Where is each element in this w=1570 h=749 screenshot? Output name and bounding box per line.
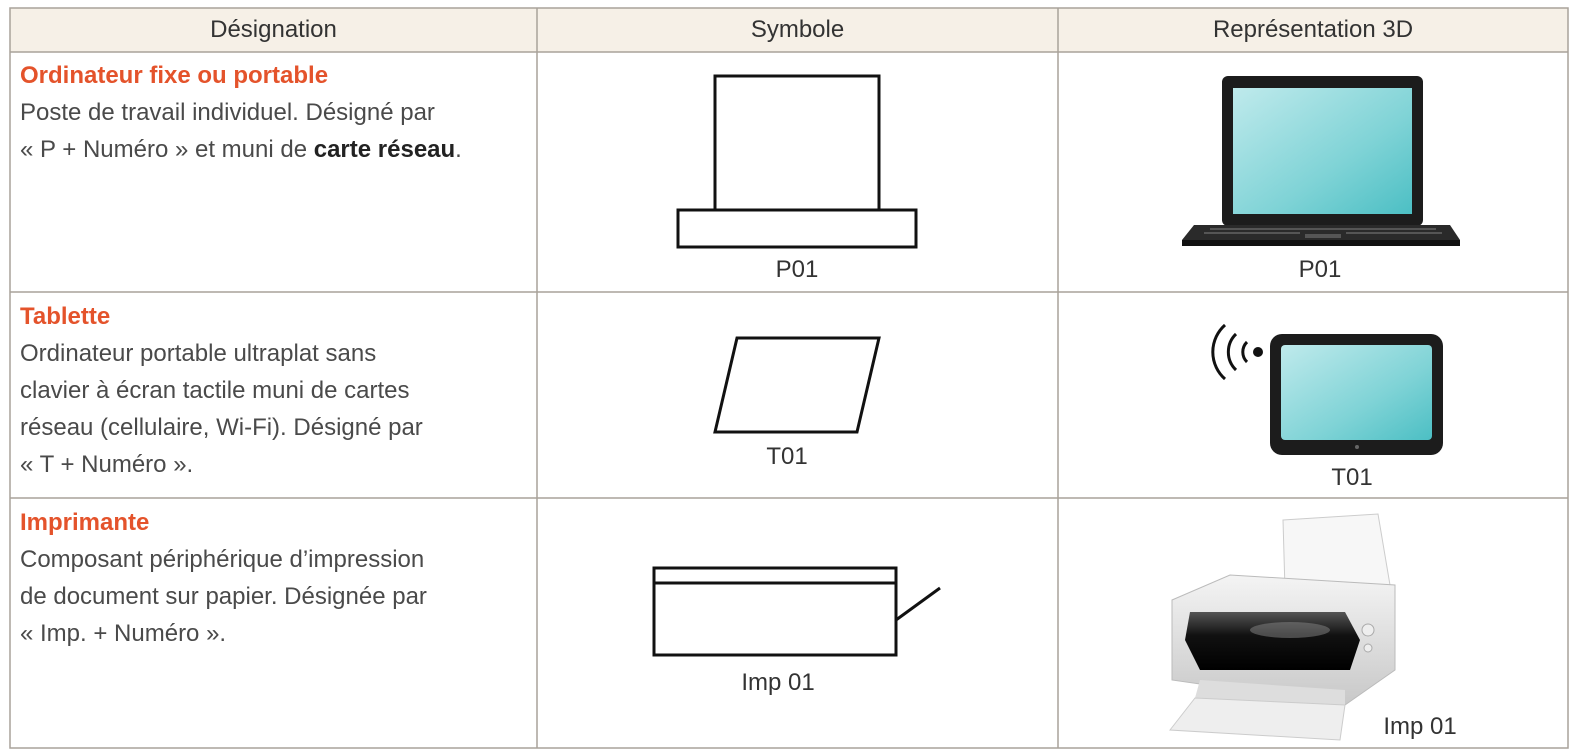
symbol-computer (676, 74, 918, 249)
header-cell: Désignation (210, 16, 337, 43)
image-label: Imp 01 (1383, 713, 1457, 740)
designation-cell: Ordinateur fixe ou portable Poste de tra… (20, 57, 532, 168)
description-text: « P + Numéro » et muni de (20, 136, 308, 163)
grid-lines (9, 7, 1569, 749)
symbol-label: P01 (775, 256, 819, 283)
image-label: P01 (1298, 256, 1342, 283)
header-cell: Symbole (750, 16, 845, 43)
description-line: « T + Numéro ». (20, 451, 194, 478)
symbol-tablet (713, 336, 881, 434)
row-title: Ordinateur fixe ou portable (20, 62, 329, 89)
description-line: réseau (cellulaire, Wi-Fi). Désigné par (20, 414, 423, 441)
description-line: clavier à écran tactile muni de cartes (20, 377, 410, 404)
description-line: « P + Numéro » et muni de carte réseau. (20, 131, 532, 168)
header-cell: Représentation 3D (1212, 16, 1414, 43)
designation-cell: Tablette Ordinateur portable ultraplat s… (20, 298, 532, 483)
row-title: Tablette (20, 303, 111, 330)
printer-image (1169, 513, 1396, 741)
symbol-label: T01 (766, 443, 808, 470)
description-line: Poste de travail individuel. Désigné par (20, 99, 435, 126)
description-line: Composant périphérique d’impression (20, 546, 425, 573)
row-title: Imprimante (20, 509, 150, 536)
symbol-printer (652, 566, 941, 657)
header-background (10, 8, 1568, 52)
description-emphasis: carte réseau (313, 136, 456, 163)
laptop-image (1182, 76, 1460, 246)
description-line: de document sur papier. Désignée par (20, 583, 427, 610)
image-label: T01 (1331, 464, 1373, 491)
description-line: Ordinateur portable ultraplat sans (20, 340, 377, 367)
designation-cell: Imprimante Composant périphérique d’impr… (20, 504, 532, 652)
tablet-image (1211, 323, 1443, 455)
description-text: . (455, 136, 462, 163)
symbol-label: Imp 01 (741, 669, 815, 696)
description-line: « Imp. + Numéro ». (20, 620, 227, 647)
